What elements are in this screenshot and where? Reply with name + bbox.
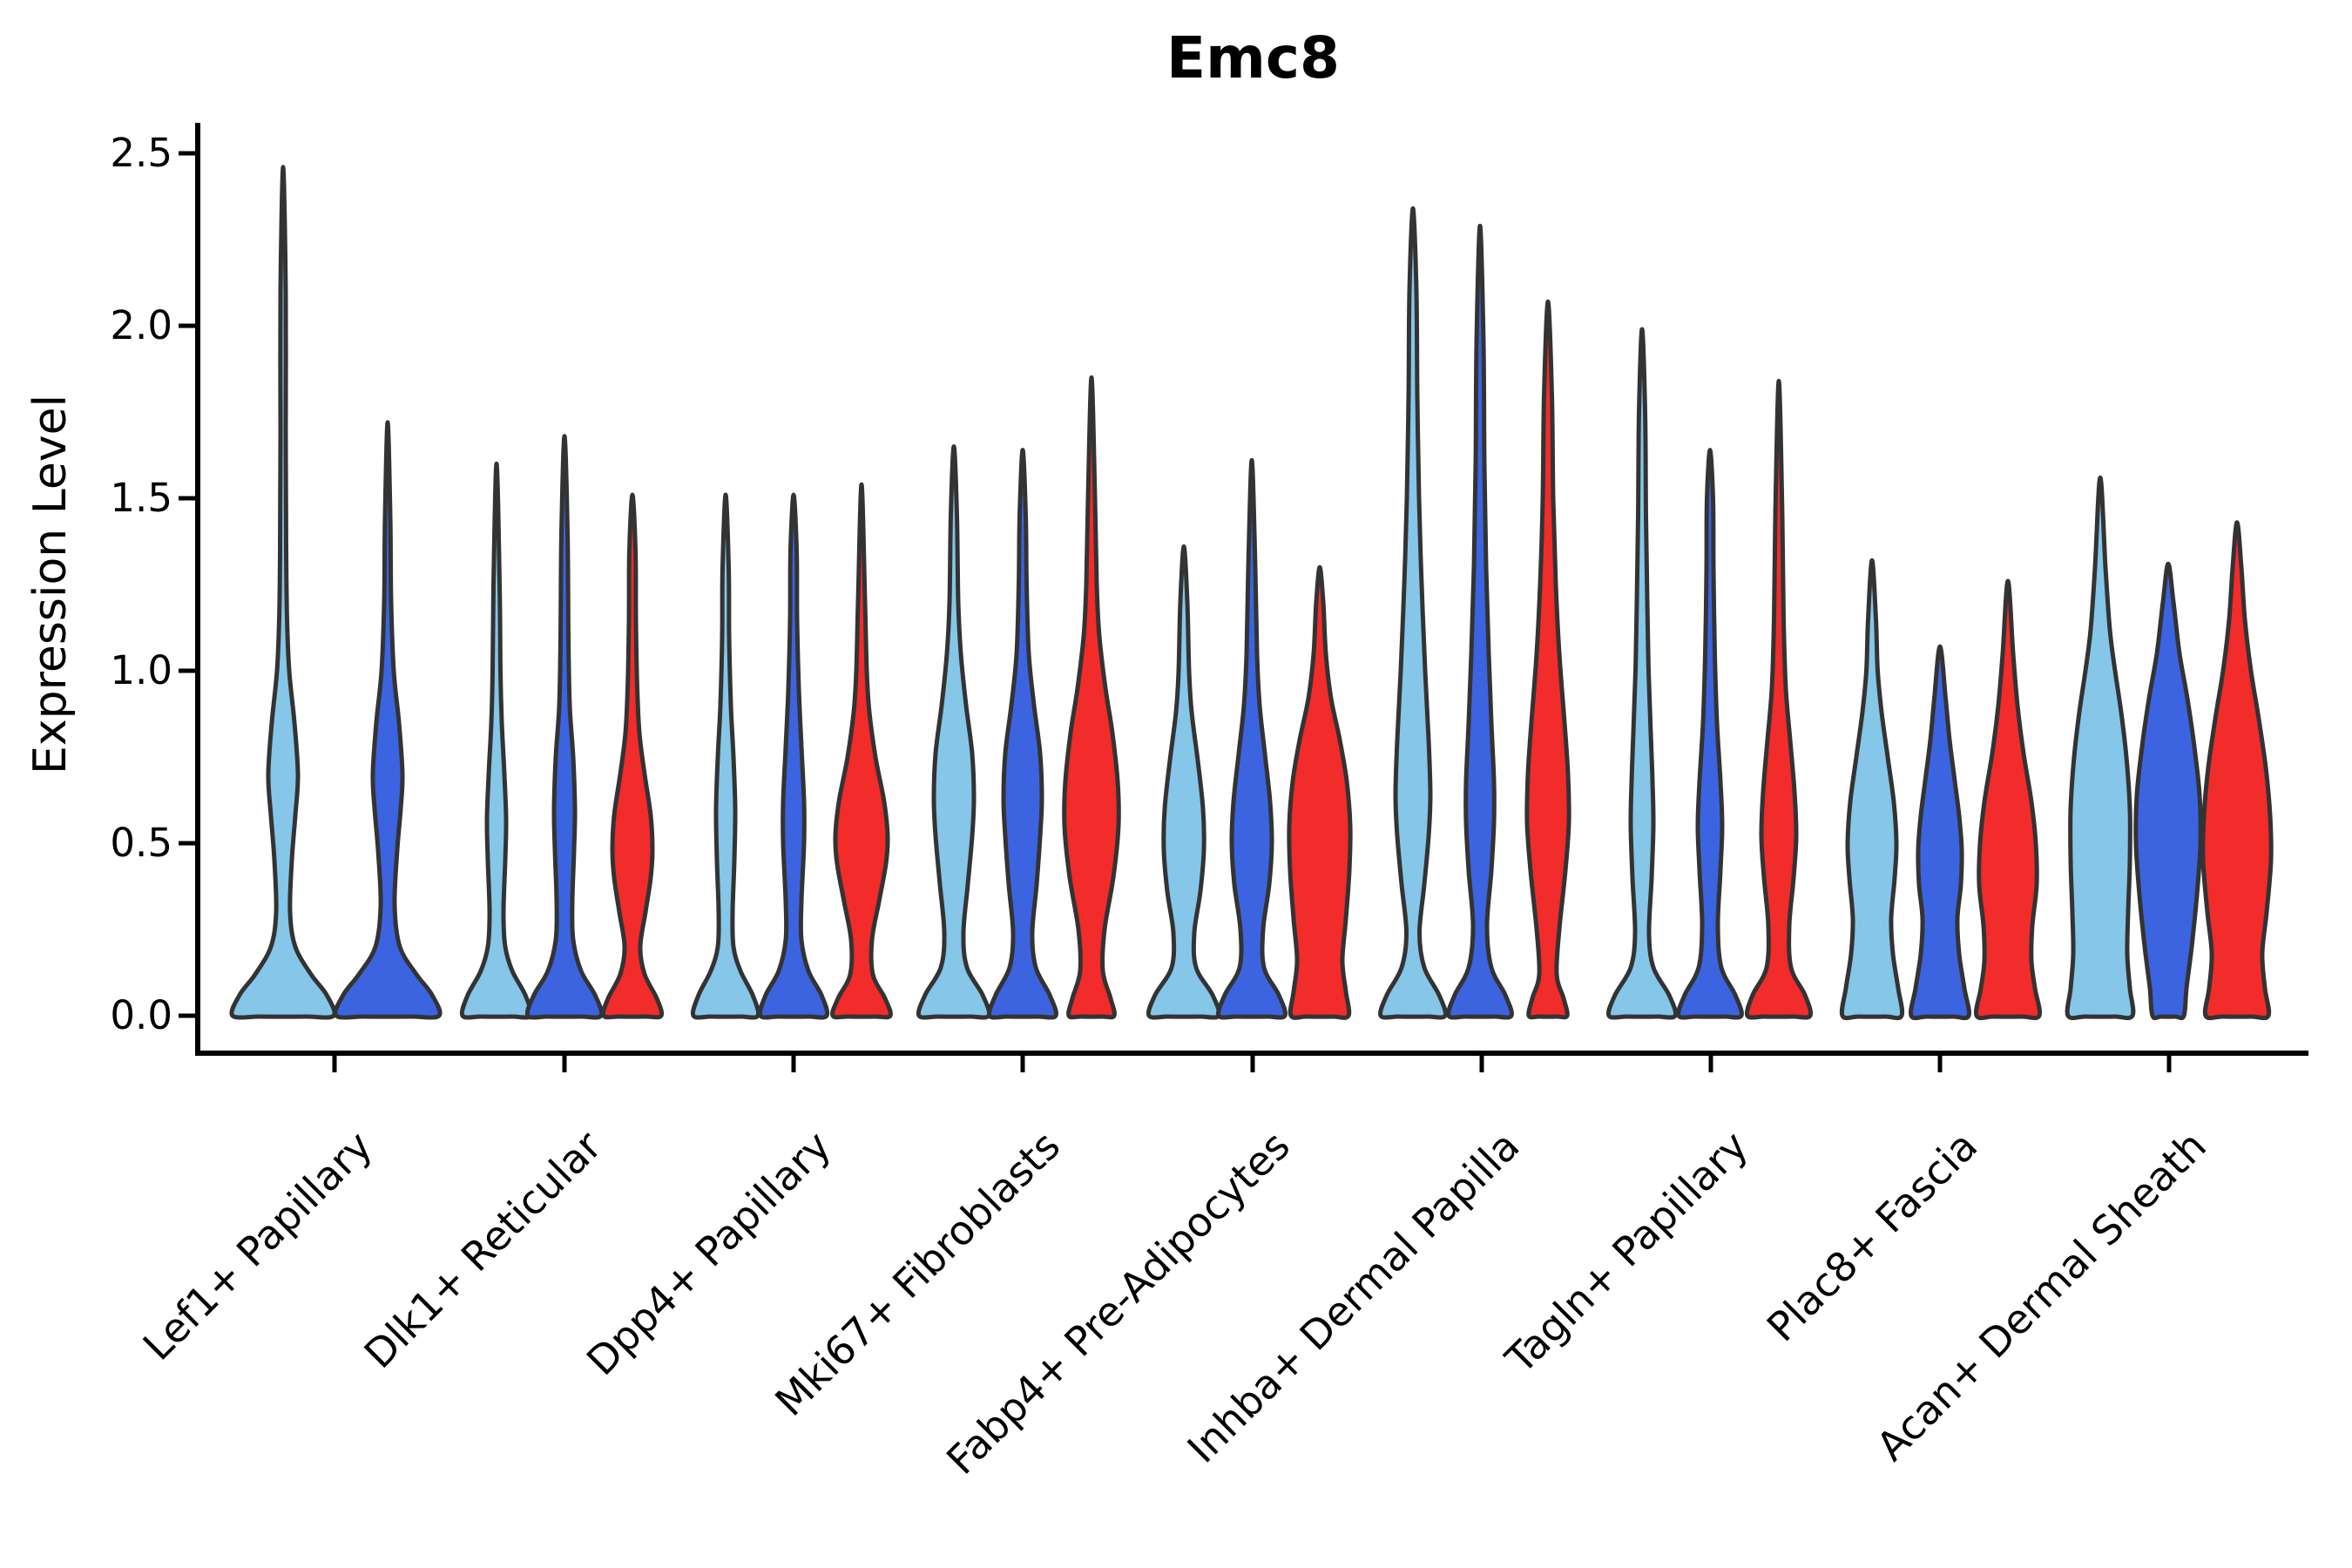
violin-light_blue — [1839, 558, 1905, 1021]
y-tick-label: 2.0 — [110, 302, 172, 348]
violin-red — [1062, 375, 1121, 1020]
violin-light_blue — [916, 444, 992, 1020]
violin-red — [600, 492, 665, 1020]
y-axis-label: Expression Level — [24, 394, 77, 775]
violin-red — [830, 482, 893, 1020]
y-tick-label: 0.0 — [110, 992, 172, 1038]
violin-dark_blue — [1446, 223, 1514, 1020]
chart-title: Emc8 — [1166, 24, 1340, 91]
violin-dark_blue — [986, 448, 1059, 1020]
violin-light_blue — [459, 461, 534, 1020]
violin-dark_blue — [1909, 644, 1971, 1021]
violin-red — [1287, 564, 1353, 1020]
violin-dark_blue — [1676, 448, 1744, 1020]
y-tick-label: 1.5 — [110, 475, 172, 521]
violin-light_blue — [229, 165, 337, 1020]
violin-red — [2200, 520, 2274, 1021]
violin-light_blue — [1146, 544, 1222, 1020]
violin-light_blue — [2065, 475, 2136, 1021]
violin-red — [1973, 578, 2043, 1021]
y-tick-label: 2.5 — [110, 130, 172, 176]
violin-dark_blue — [524, 434, 605, 1020]
violin-light_blue — [1378, 206, 1448, 1020]
y-tick-label: 0.5 — [110, 820, 172, 866]
violin-light_blue — [690, 492, 761, 1020]
violin-light_blue — [1605, 327, 1679, 1020]
violin-dark_blue — [2133, 561, 2203, 1021]
violin-dark_blue — [333, 420, 443, 1020]
violin-dark_blue — [757, 492, 830, 1020]
violin-dark_blue — [1215, 457, 1288, 1020]
violin-red — [1524, 299, 1571, 1020]
y-tick-label: 1.0 — [110, 647, 172, 693]
violin-red — [1744, 378, 1814, 1020]
